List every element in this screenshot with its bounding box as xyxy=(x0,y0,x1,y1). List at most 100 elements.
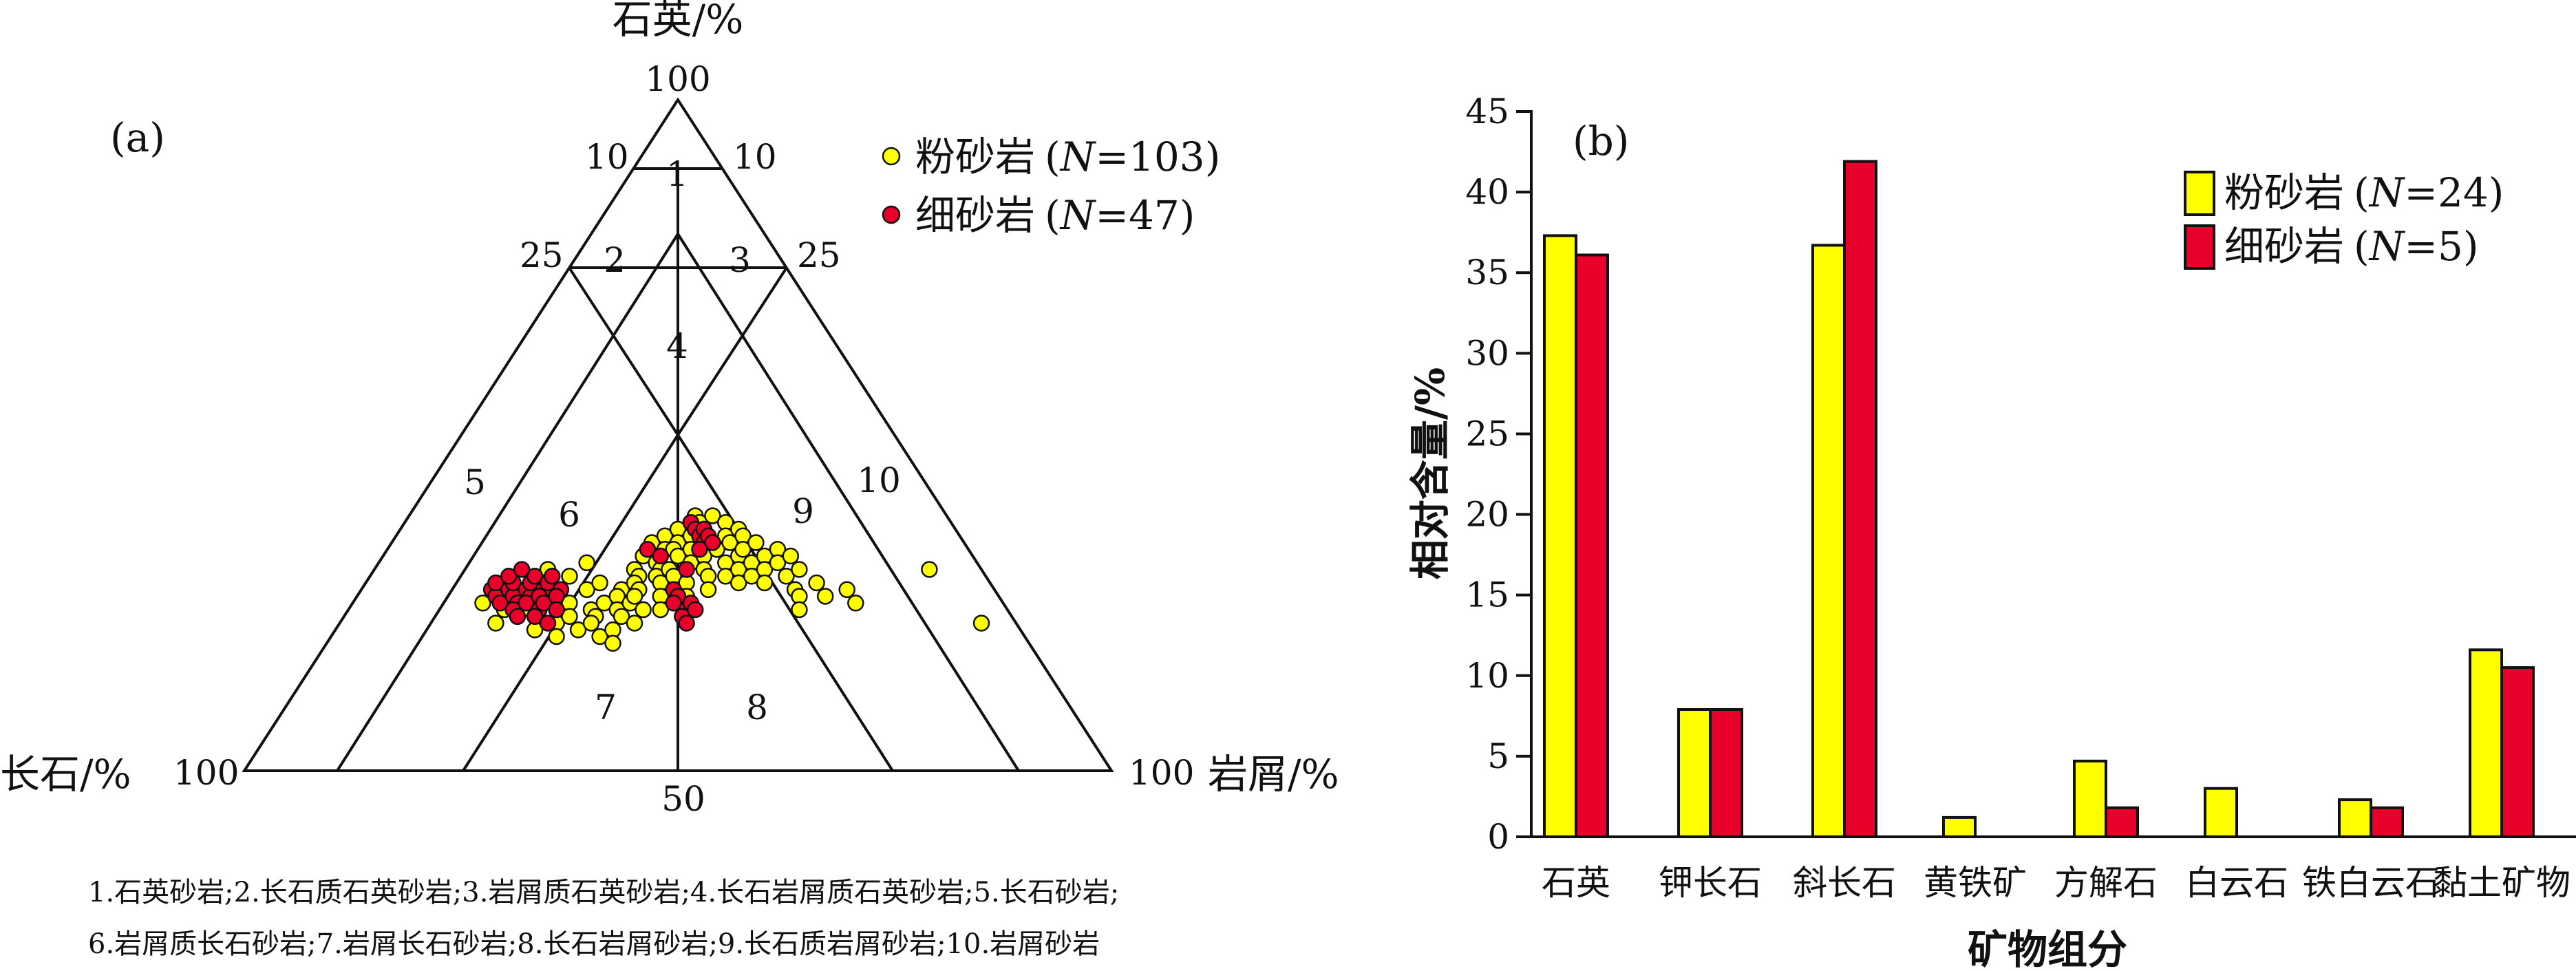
bottom-value: 50 xyxy=(661,779,705,819)
right-tick-25: 25 xyxy=(797,235,841,275)
fine-point-3 xyxy=(491,595,509,612)
silt-point-60 xyxy=(704,507,721,524)
silt-point-98 xyxy=(847,595,864,612)
fine-point-36 xyxy=(639,541,657,558)
bar-fine-1 xyxy=(1709,708,1743,838)
bar-legend: 粉砂岩 (N=24) 细砂岩 (N=5) xyxy=(2184,169,2504,270)
silt-point-64 xyxy=(652,601,670,619)
y-ticks: 0 5 10 15 20 25 30 35 40 45 xyxy=(1465,92,1531,857)
legend-silt-name: 粉砂岩 xyxy=(915,134,1035,180)
fine-point-26 xyxy=(513,561,531,578)
fine-point-34 xyxy=(686,601,704,619)
region-2: 2 xyxy=(604,240,626,280)
left-tick-25: 25 xyxy=(520,235,564,275)
region-10: 10 xyxy=(857,460,901,500)
silt-point-92 xyxy=(778,568,795,585)
silt-point-16 xyxy=(548,628,565,645)
silt-point-100 xyxy=(972,615,990,632)
line-left-upper xyxy=(568,266,679,436)
silt-point-76 xyxy=(699,581,717,599)
caption-line-2: 6.岩屑质长石砂岩;7.岩屑长石砂岩;8.长石岩屑砂岩;9.长石质岩屑砂岩;10… xyxy=(88,928,1100,960)
region-3: 3 xyxy=(729,240,751,280)
line-fan-right-outer xyxy=(677,233,1020,772)
legend-marker-silt xyxy=(882,147,901,166)
y-tick-label-30: 30 xyxy=(1465,333,1509,373)
x-tick-label-4: 方解石 xyxy=(2054,863,2158,903)
silt-point-96 xyxy=(816,588,834,605)
bar-legend-silt-name: 粉砂岩 xyxy=(2224,169,2344,216)
y-axis-title: 相对含量/% xyxy=(1407,367,1454,579)
bar-panel: (b) 0 5 10 15 20 25 30 35 40 45 石英 钾长石 斜长石 黄铁矿 方解石 白云石… xyxy=(1407,92,2576,971)
bar-silt-4 xyxy=(2073,759,2107,839)
legend-fine-label: 细砂岩 (N=47) xyxy=(915,192,1195,239)
region-6: 6 xyxy=(558,495,580,535)
fine-point-35 xyxy=(678,615,695,632)
apex-left-label: 长石/% xyxy=(0,751,131,798)
ternary-points xyxy=(474,507,990,652)
fine-point-2 xyxy=(487,574,504,592)
y-tick-label-25: 25 xyxy=(1465,414,1509,454)
fine-point-15 xyxy=(509,608,526,626)
y-tick-label-5: 5 xyxy=(1487,736,1509,776)
silt-point-84 xyxy=(730,574,747,592)
x-tick-label-2: 斜长石 xyxy=(1793,863,1896,903)
legend-swatch-fine xyxy=(2184,224,2215,270)
silt-point-91 xyxy=(782,547,800,565)
x-tick-label-0: 石英 xyxy=(1542,863,1610,903)
silt-point-99 xyxy=(921,561,938,578)
fine-point-46 xyxy=(691,541,708,558)
silt-point-79 xyxy=(717,568,734,585)
region-7: 7 xyxy=(595,687,617,727)
legend-silt-count: =103) xyxy=(1095,134,1220,180)
silt-point-15 xyxy=(561,608,578,626)
caption-line-1: 1.石英砂岩;2.长石质石英砂岩;3.岩屑质石英砂岩;4.长石岩屑质石英砂岩;5… xyxy=(88,877,1119,908)
region-4: 4 xyxy=(666,326,688,366)
apex-top-label: 石英/% xyxy=(613,0,744,43)
fine-point-45 xyxy=(678,561,695,578)
silt-point-74 xyxy=(721,534,738,551)
fine-point-37 xyxy=(652,547,670,565)
silt-point-25 xyxy=(595,595,613,612)
x-tick-label-6: 铁白云石 xyxy=(2302,863,2440,903)
bar-legend-silt-label: 粉砂岩 (N=24) xyxy=(2224,169,2504,216)
bar-legend-fine-n: N xyxy=(2368,223,2406,270)
region-8: 8 xyxy=(746,687,768,727)
silt-point-102 xyxy=(791,601,808,619)
fine-point-16 xyxy=(526,568,544,585)
bar-fine-6 xyxy=(2370,806,2404,839)
y-tick-label-45: 45 xyxy=(1465,92,1509,131)
bar-legend-silt-count: =24) xyxy=(2404,169,2504,216)
y-tick-label-20: 20 xyxy=(1465,495,1509,535)
silt-point-80 xyxy=(734,541,752,558)
legend-silt-n: N xyxy=(1059,134,1097,180)
x-tick-label-1: 钾长石 xyxy=(1659,863,1762,903)
silt-point-11 xyxy=(561,568,578,585)
y-tick-label-40: 40 xyxy=(1465,172,1509,212)
bar-fine-7 xyxy=(2500,666,2535,838)
silt-point-20 xyxy=(569,621,587,639)
apex-right-label: 岩屑/% xyxy=(1208,751,1339,798)
x-tick-label-3: 黄铁矿 xyxy=(1924,863,2027,903)
fine-point-44 xyxy=(704,534,721,551)
legend-fine-count: =47) xyxy=(1095,192,1195,239)
legend-marker-fine xyxy=(882,205,901,224)
fine-point-25 xyxy=(539,615,557,632)
silt-point-50 xyxy=(669,547,687,565)
silt-point-52 xyxy=(626,615,643,632)
silt-point-97 xyxy=(838,581,855,599)
bar-fine-4 xyxy=(2105,806,2139,839)
y-tick-label-35: 35 xyxy=(1465,253,1509,292)
silt-point-31 xyxy=(582,615,600,632)
silt-point-46 xyxy=(626,588,643,605)
x-tick-label-7: 黏土矿物 xyxy=(2433,863,2570,903)
bar-legend-fine-count: =5) xyxy=(2404,223,2478,270)
silt-point-48 xyxy=(604,634,621,652)
line-right-upper xyxy=(677,266,788,436)
region-9: 9 xyxy=(792,491,814,531)
silt-point-19 xyxy=(591,574,608,592)
bar-fine-2 xyxy=(1843,160,1877,839)
right-tick-10: 10 xyxy=(733,137,777,177)
left-tick-10: 10 xyxy=(585,137,629,177)
legend-fine-name: 细砂岩 xyxy=(915,192,1035,239)
